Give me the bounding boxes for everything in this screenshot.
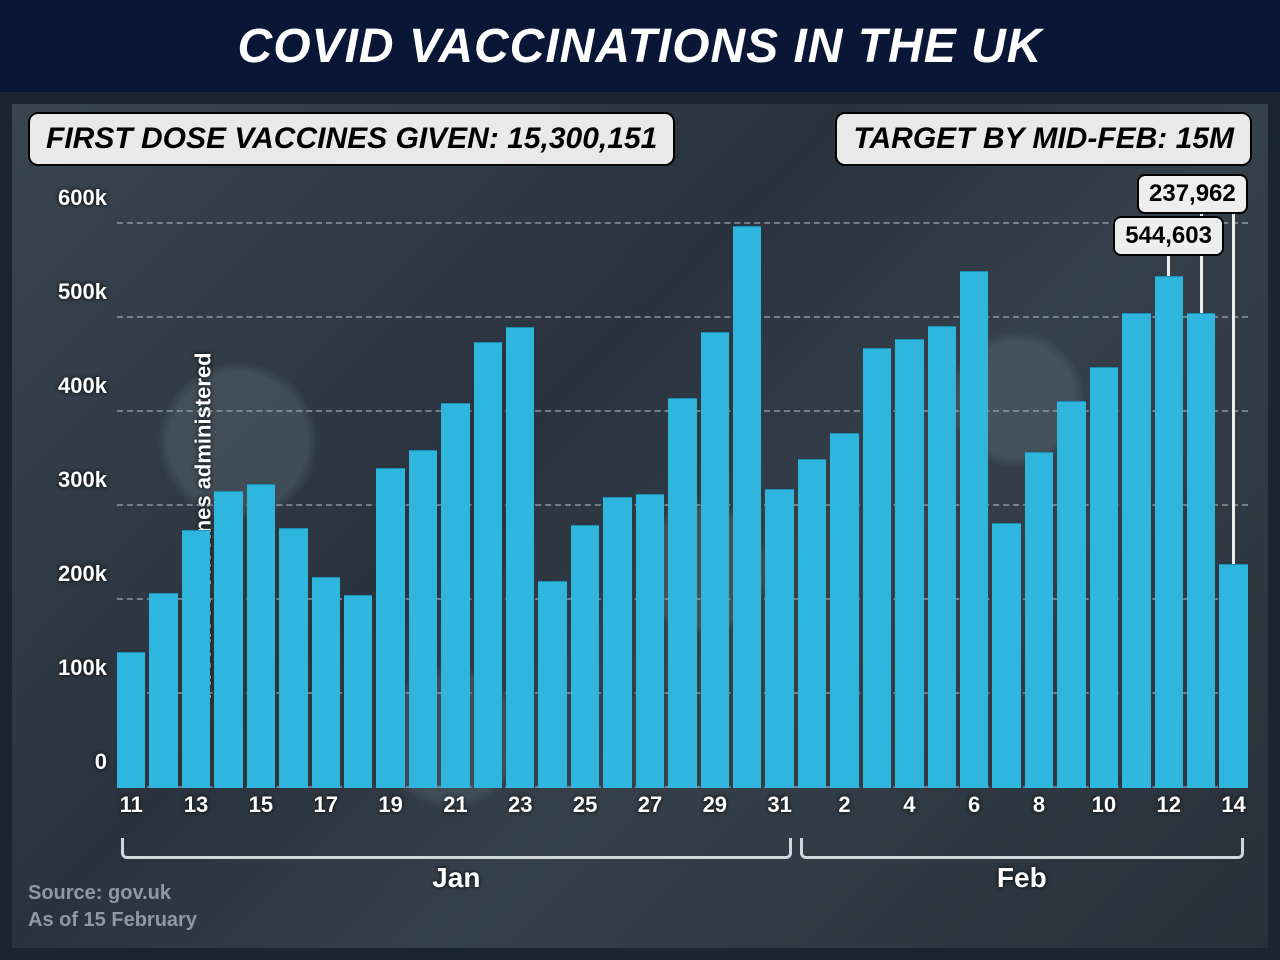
bar [538,581,566,788]
x-tick-label: 25 [571,792,599,836]
bar [1122,313,1150,788]
x-tick-label [863,792,891,836]
x-tick-label: 12 [1155,792,1183,836]
infographic-root: COVID VACCINATIONS IN THE UK FIRST DOSE … [0,0,1280,960]
bar [441,403,469,788]
source-note: Source: gov.uk As of 15 February [28,880,197,934]
x-tick-label [214,792,242,836]
bar [765,489,793,788]
bar [571,525,599,788]
y-tick-label: 200k [58,561,107,587]
page-title: COVID VACCINATIONS IN THE UK [238,19,1043,74]
bar [214,491,242,788]
bar [312,577,340,789]
bar [1155,276,1183,788]
x-tick-label: 14 [1219,792,1247,836]
x-tick-label: 23 [506,792,534,836]
bar [668,398,696,788]
x-tick-label [992,792,1020,836]
bar [992,523,1020,788]
x-tick-label: 10 [1090,792,1118,836]
x-tick-label [1122,792,1150,836]
bar [798,459,826,788]
bar [733,226,761,788]
x-tick-label [279,792,307,836]
x-tick-label [603,792,631,836]
x-tick-label [538,792,566,836]
x-tick-label: 31 [765,792,793,836]
y-tick-label: 500k [58,279,107,305]
bar [1187,313,1215,788]
x-tick-label: 15 [247,792,275,836]
bar [863,348,891,788]
source-line-1: Source: gov.uk [28,880,197,907]
x-tick-label [1057,792,1085,836]
bar [895,339,923,788]
bar [928,326,956,788]
bar [474,342,502,789]
title-bar: COVID VACCINATIONS IN THE UK [0,0,1280,92]
x-tick-label: 29 [701,792,729,836]
y-tick-label: 0 [95,749,107,775]
bar [830,433,858,788]
bar [1057,401,1085,788]
y-tick-label: 600k [58,185,107,211]
y-tick-label: 400k [58,373,107,399]
x-tick-label [474,792,502,836]
x-tick-label [149,792,177,836]
callout-label: 237,962 [1137,174,1248,214]
x-tick-label [1187,792,1215,836]
bar [376,468,404,788]
x-tick-label [928,792,956,836]
x-tick-label [344,792,372,836]
bar [701,332,729,788]
x-tick-label: 17 [312,792,340,836]
x-tick-label: 11 [117,792,145,836]
callout-label: 505,362 [1137,174,1248,214]
x-tick-label: 27 [636,792,664,836]
bar [1090,367,1118,788]
bar [1219,564,1247,788]
source-line-2: As of 15 February [28,907,197,934]
month-label: Jan [117,844,796,896]
x-tick-label: 6 [960,792,988,836]
bar [636,494,664,788]
bar [117,652,145,788]
x-tick-label [798,792,826,836]
y-tick-label: 300k [58,467,107,493]
x-tick-label [668,792,696,836]
x-tick-label: 19 [376,792,404,836]
bar [409,450,437,788]
x-tick-label: 8 [1025,792,1053,836]
badge-target: TARGET BY MID-FEB: 15M [835,112,1252,166]
month-label: Feb [796,844,1248,896]
bar [506,327,534,788]
bar [149,593,177,788]
badge-first-dose: FIRST DOSE VACCINES GIVEN: 15,300,151 [28,112,675,166]
bar [1025,452,1053,788]
x-tick-label: 21 [441,792,469,836]
x-tick-label [733,792,761,836]
x-tick-label: 13 [182,792,210,836]
x-tick-label [409,792,437,836]
bar [247,484,275,788]
bar [182,530,210,789]
x-axis: 11 13 15 17 19 21 23 25 27 29 31 2468 10 12 14 [117,792,1248,836]
x-tick-label: 2 [830,792,858,836]
y-tick-label: 100k [58,655,107,681]
chart-panel: FIRST DOSE VACCINES GIVEN: 15,300,151 TA… [12,104,1268,948]
x-tick-label: 4 [895,792,923,836]
bar [344,595,372,788]
month-axis: JanFeb [117,844,1248,896]
bar [279,528,307,788]
bar [960,271,988,788]
bar [603,497,631,788]
bars [117,224,1248,788]
bar-chart: 0100k200k300k400k500k600k [117,224,1248,788]
